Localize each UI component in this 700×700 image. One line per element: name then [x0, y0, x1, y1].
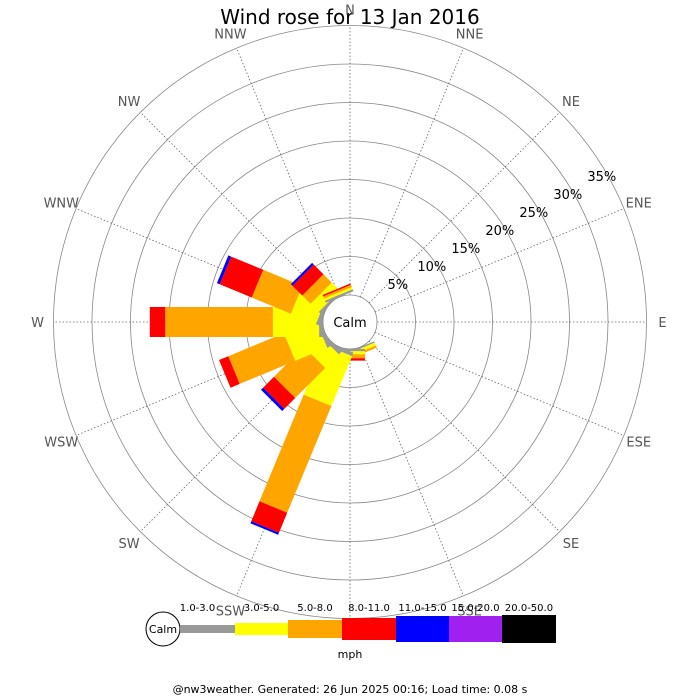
radial-label-10: 10% [417, 260, 446, 275]
legend-label-5: 11.0-15.0 [398, 603, 446, 614]
radial-label-5: 5% [388, 278, 409, 293]
direction-label-wsw: WSW [44, 436, 78, 451]
legend-label-4: 8.0-11.0 [348, 603, 390, 614]
bar-nnw-bin-4 [322, 283, 351, 297]
bar-nnw-bin-1 [324, 289, 354, 303]
legend-label-2: 3.0-5.0 [244, 603, 279, 614]
direction-label-ene: ENE [626, 196, 652, 211]
radial-label-35: 35% [587, 170, 616, 185]
radial-label-20: 20% [485, 224, 514, 239]
bar-nnw-bin-2 [324, 287, 353, 301]
bar-nw-bin-4 [292, 264, 324, 296]
spoke-wsw [75, 331, 326, 436]
legend-calm-label: Calm [149, 623, 177, 636]
legend-swatch-4 [342, 618, 396, 640]
direction-label-wnw: WNW [44, 196, 80, 211]
bar-nnw-bin-3 [323, 284, 352, 299]
bar-nw-bin-3 [302, 274, 332, 304]
legend-label-7: 20.0-50.0 [505, 603, 553, 614]
direction-label-ssw: SSW [216, 605, 246, 620]
direction-label-e: E [658, 316, 666, 331]
direction-label-se: SE [563, 537, 579, 552]
direction-label-nnw: NNW [214, 27, 246, 42]
bar-sw-bin-4 [263, 376, 296, 409]
spoke-se [368, 340, 560, 532]
radial-label-30: 30% [553, 188, 582, 203]
legend-label-3: 5.0-8.0 [297, 603, 332, 614]
spoke-nw [140, 112, 332, 304]
legend-swatch-6 [449, 616, 502, 642]
legend-swatch-3 [288, 620, 342, 638]
bar-ssw-bin-4 [251, 501, 288, 533]
spoke-wnw [75, 208, 326, 313]
radial-label-25: 25% [519, 206, 548, 221]
direction-label-nw: NW [118, 95, 141, 110]
bar-sw-bin-3 [274, 346, 326, 398]
legend-units: mph [337, 648, 363, 661]
spoke-ene [374, 208, 625, 313]
calm-circle [322, 294, 378, 350]
footer-text: @nw3weather. Generated: 26 Jun 2025 00:1… [172, 683, 528, 696]
direction-label-n: N [345, 4, 355, 19]
bar-wsw-bin-3 [228, 333, 296, 384]
direction-label-ne: NE [562, 95, 580, 110]
direction-label-sw: SW [118, 537, 139, 552]
spoke-ne [368, 112, 560, 304]
direction-label-nne: NNE [456, 27, 484, 42]
bar-ssw-bin-2 [303, 344, 353, 406]
bar-wnw-bin-5 [216, 255, 232, 285]
radial-label-15: 15% [451, 242, 480, 257]
legend-label-6: 15.0-20.0 [451, 603, 499, 614]
spoke-sse [359, 346, 464, 597]
bar-wnw-bin-4 [219, 256, 264, 298]
direction-label-sse: SSE [457, 605, 482, 620]
bar-wsw-bin-4 [219, 356, 240, 388]
bar-w-bin-4 [149, 307, 166, 337]
legend-swatch-7 [502, 615, 556, 643]
legend-swatch-2 [235, 623, 288, 635]
direction-label-ese: ESE [626, 436, 651, 451]
legend-swatch-1 [180, 625, 235, 633]
spoke-nnw [236, 47, 341, 298]
bar-ssw-bin-5 [250, 521, 279, 535]
spoke-ese [374, 331, 625, 436]
bar-wnw-bin-3 [251, 269, 303, 314]
direction-label-w: W [31, 316, 44, 331]
bar-nw-bin-5 [290, 262, 314, 286]
chart-title: Wind rose for 13 Jan 2016 [220, 5, 480, 29]
legend-swatch-5 [396, 616, 449, 642]
spoke-ssw [236, 346, 341, 597]
spoke-nne [359, 47, 464, 298]
bar-sw-bin-5 [261, 387, 285, 411]
calm-label: Calm [333, 316, 366, 331]
bar-w-bin-3 [165, 307, 273, 337]
legend-label-1: 1.0-3.0 [180, 603, 215, 614]
bar-ssw-bin-3 [259, 394, 332, 513]
spoke-sw [140, 340, 332, 532]
